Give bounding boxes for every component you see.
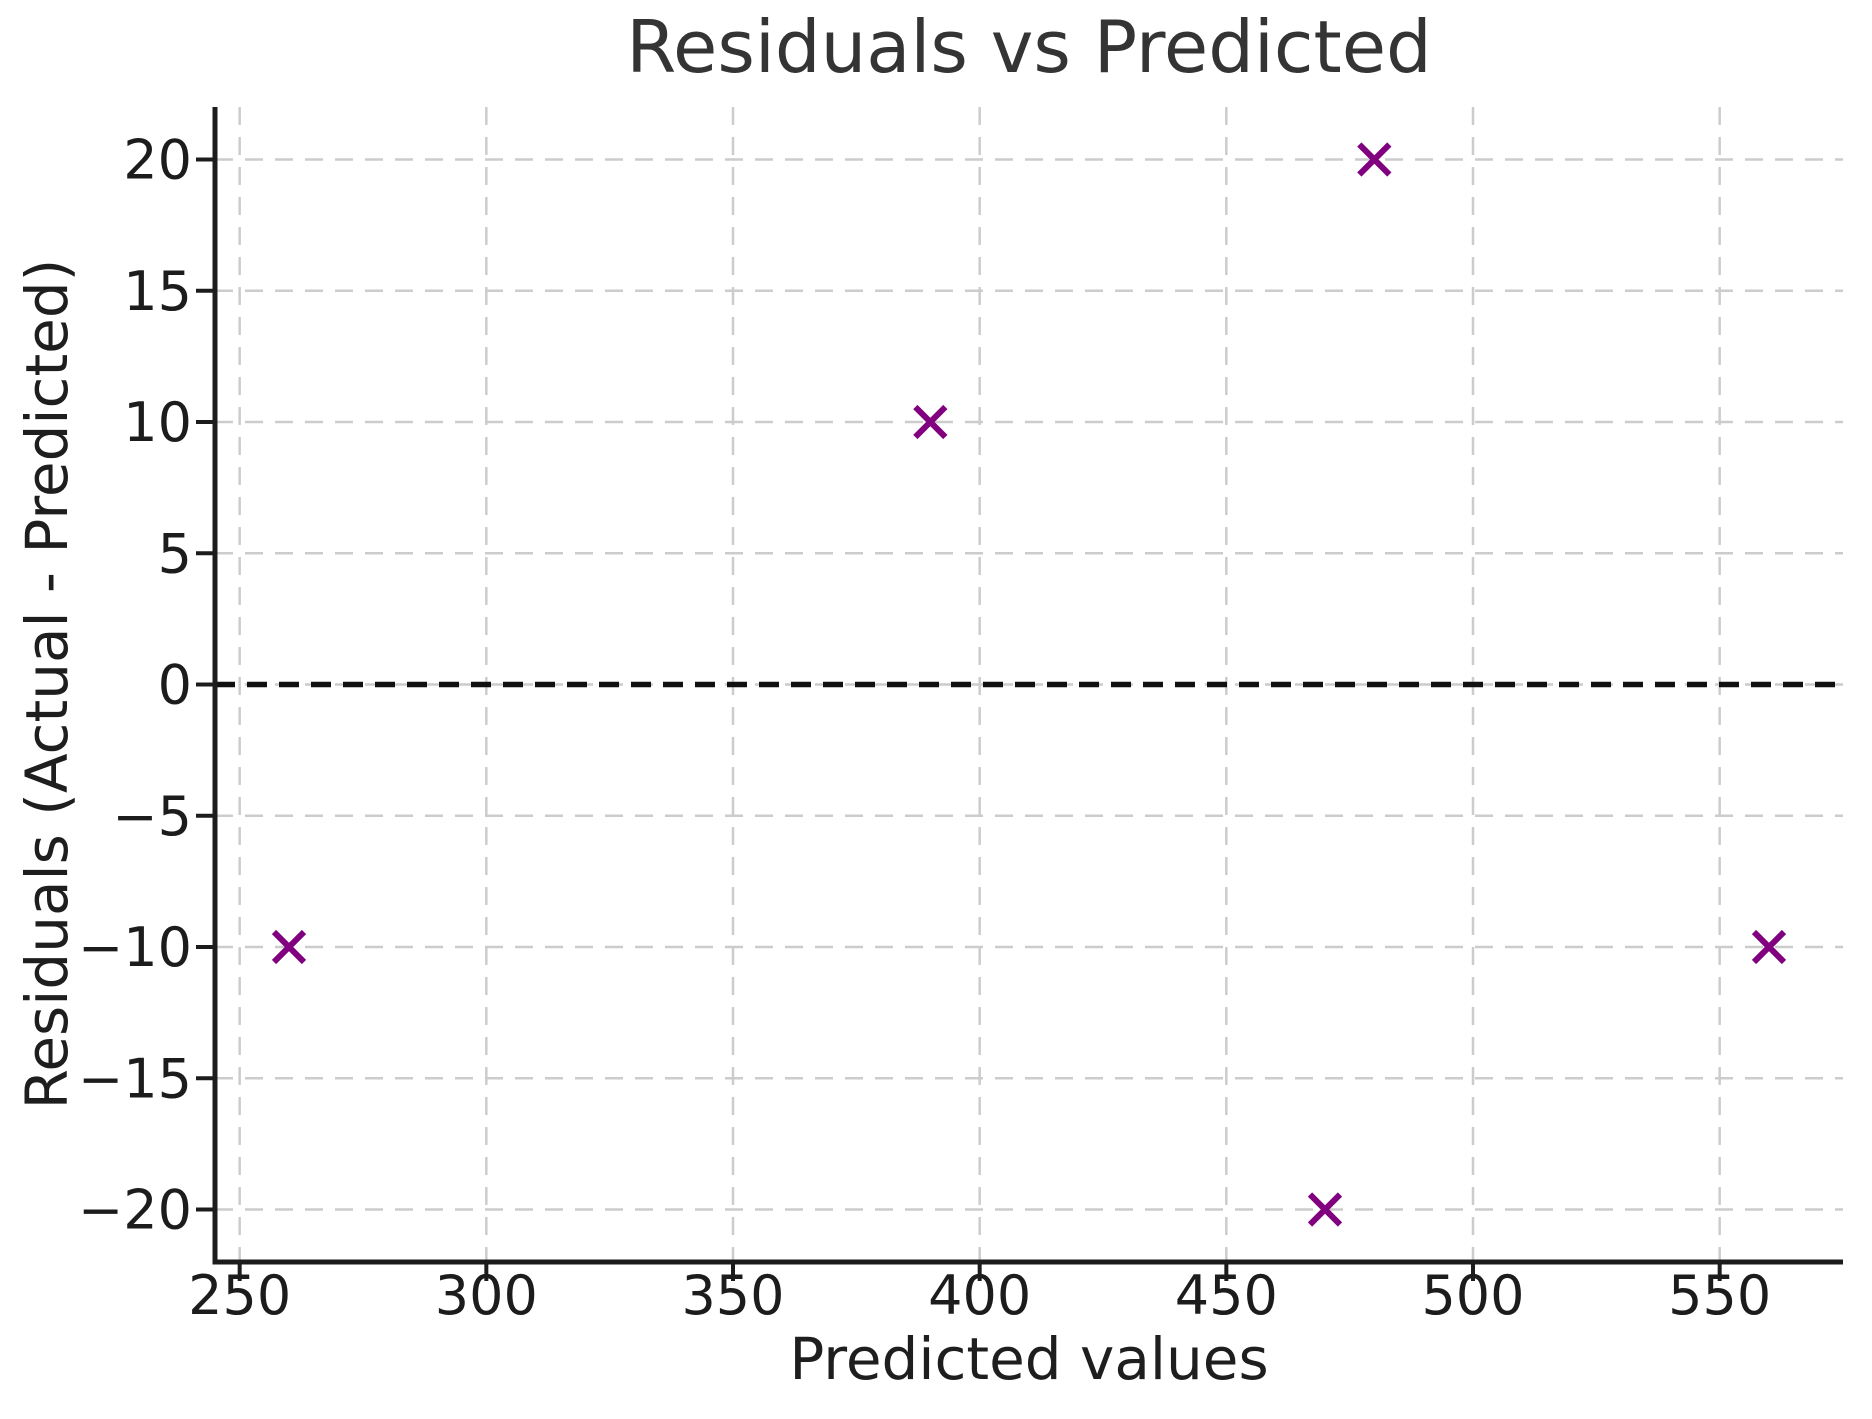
x-axis-title: Predicted values	[789, 1325, 1269, 1393]
x-tick-label: 300	[435, 1264, 538, 1327]
y-tick-label: −10	[78, 916, 192, 979]
y-tick-label: 5	[158, 522, 192, 585]
x-tick-label: 350	[681, 1264, 784, 1327]
y-tick-label: −5	[112, 785, 192, 848]
data-point-marker	[1357, 142, 1392, 177]
x-tick-label: 450	[1175, 1264, 1278, 1327]
data-point-marker	[1751, 929, 1787, 965]
data-point-marker	[913, 404, 948, 440]
data-point-marker	[1307, 1192, 1343, 1227]
x-tick-label: 400	[928, 1264, 1031, 1327]
y-tick-label: −20	[78, 1179, 192, 1242]
x-tick-label: 250	[188, 1264, 291, 1327]
chart-title: Residuals vs Predicted	[626, 5, 1432, 89]
y-tick-label: 10	[123, 391, 192, 454]
y-tick-label: 20	[123, 129, 192, 192]
x-tick-label: 500	[1421, 1264, 1524, 1327]
y-tick-label: 0	[158, 654, 192, 717]
x-tick-label: 550	[1668, 1264, 1771, 1327]
y-tick-label: 15	[123, 260, 192, 323]
data-point-marker	[271, 929, 307, 965]
y-tick-label: −15	[78, 1047, 192, 1110]
